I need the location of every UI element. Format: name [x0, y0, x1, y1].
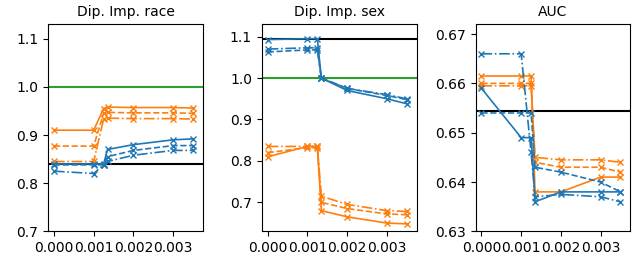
- Title: AUC: AUC: [538, 5, 568, 19]
- Title: Dip. Imp. sex: Dip. Imp. sex: [294, 5, 385, 19]
- Title: Dip. Imp. race: Dip. Imp. race: [77, 5, 174, 19]
